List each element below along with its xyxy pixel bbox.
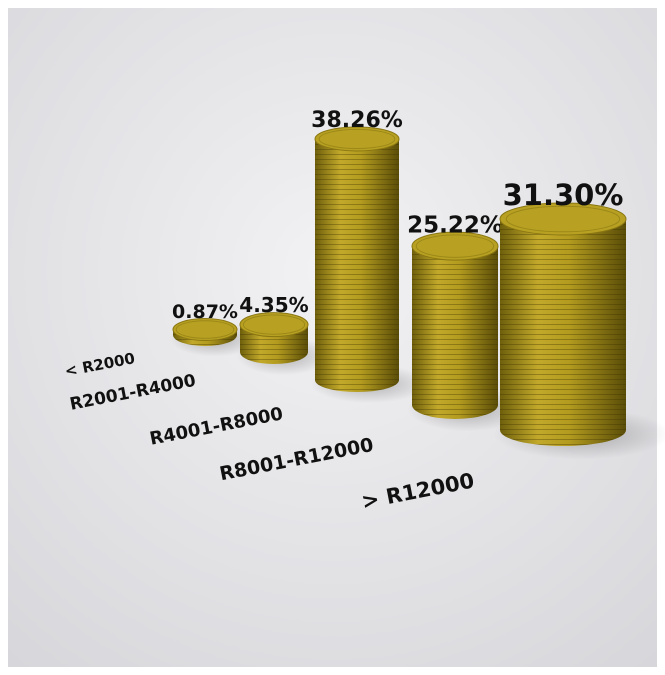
value-label: 38.26% [311,108,403,133]
stack-top-rim [242,314,306,335]
coin-stack [236,312,332,376]
value-label: 4.35% [239,293,308,317]
coin-stack [169,318,260,357]
stack-ridges [315,138,399,392]
value-label: 31.30% [503,178,624,212]
stack-top [239,312,309,338]
value-label: 25.22% [407,213,503,239]
stack-top-rim [415,234,495,258]
stack-top-rim [505,205,621,233]
stack-top [172,318,238,342]
stack-top [499,202,627,236]
stack-top-rim [318,128,396,150]
stack-top [314,126,400,152]
stack-ridges [500,219,626,446]
stack-top-rim [175,320,235,339]
stack-ridges [412,246,498,419]
coin-stack [493,202,665,460]
stack-top [411,231,499,261]
coin-stack [407,231,529,432]
coin-stack [310,126,429,404]
value-label: 0.87% [172,301,238,323]
